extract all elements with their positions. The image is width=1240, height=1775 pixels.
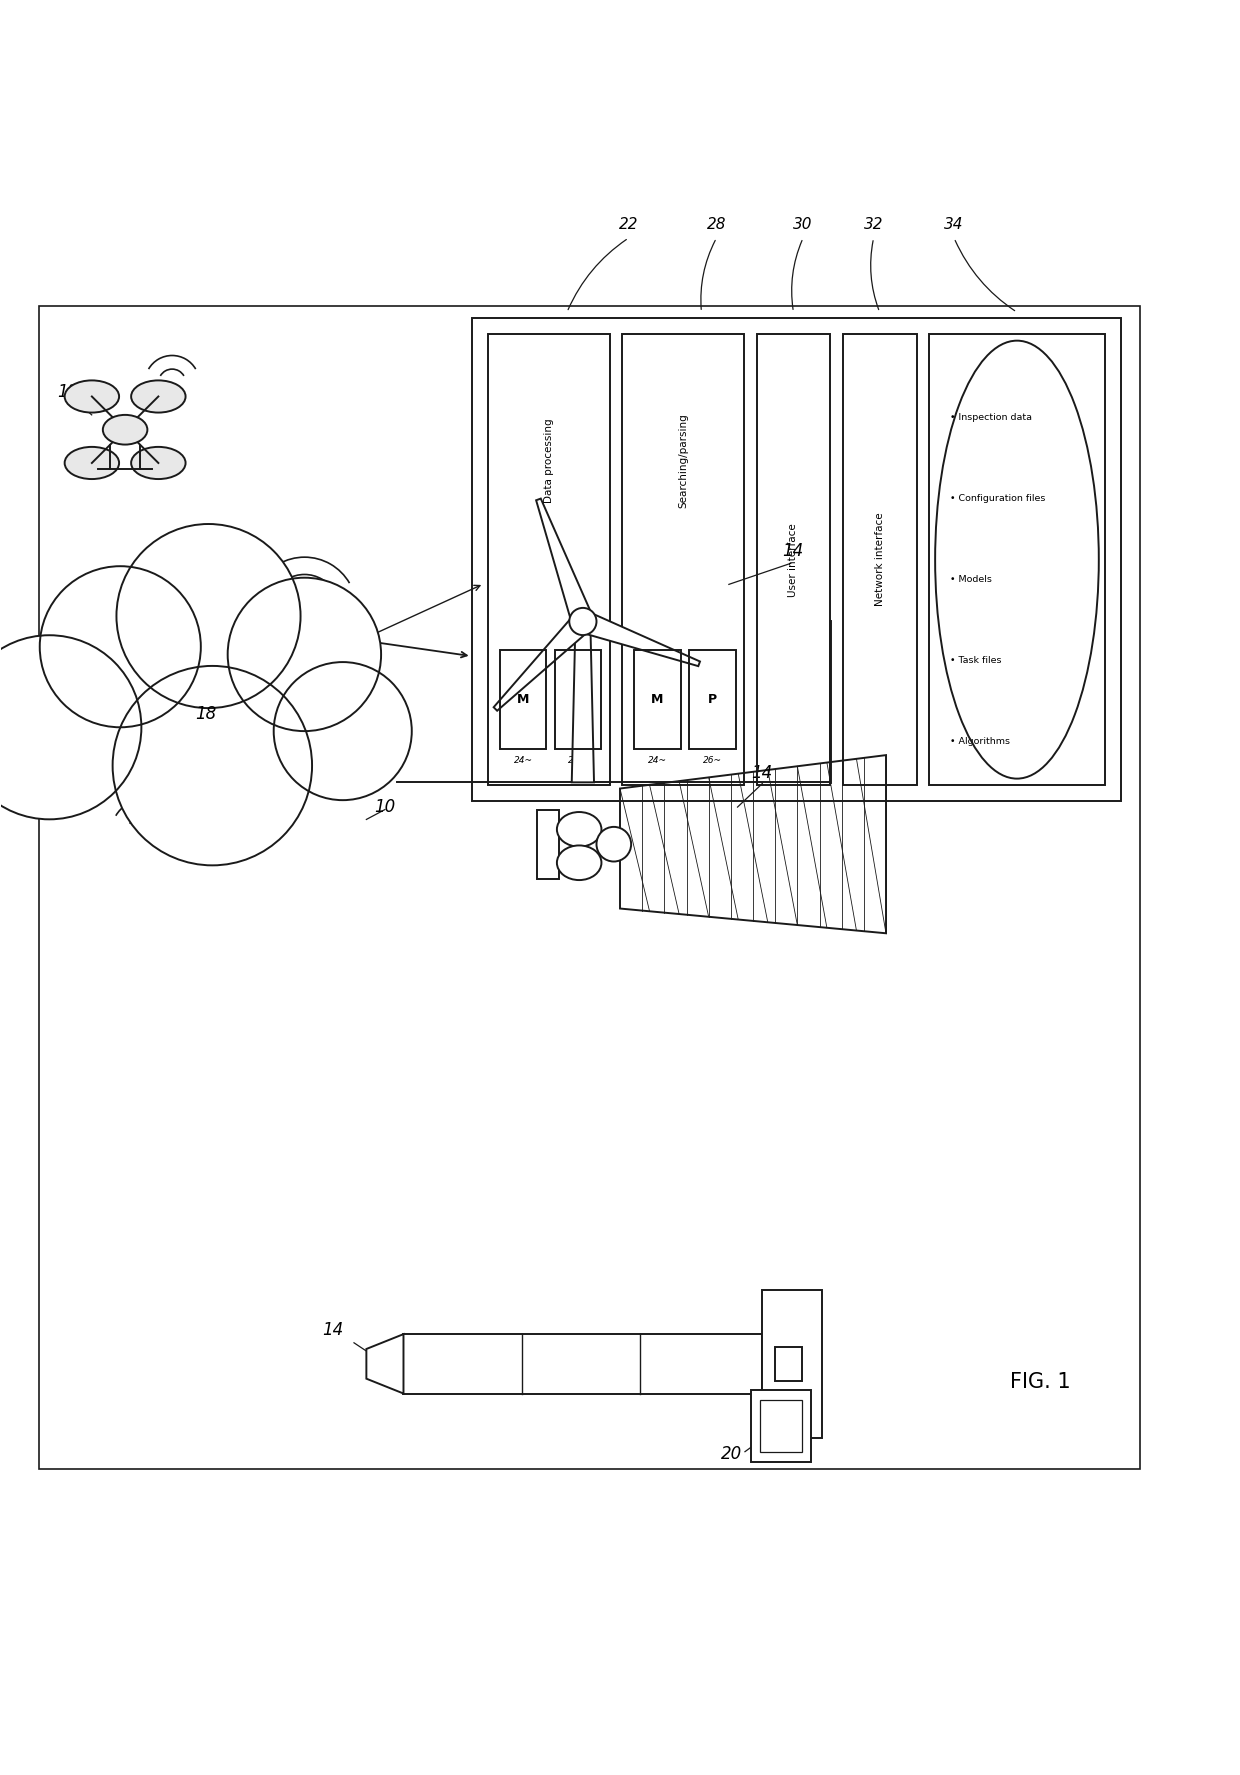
Text: M: M [651, 692, 663, 706]
Bar [622, 334, 744, 785]
Polygon shape [494, 614, 590, 710]
Bar [537, 809, 559, 879]
Text: 14: 14 [782, 541, 804, 559]
Circle shape [113, 666, 312, 866]
Text: 34: 34 [945, 217, 963, 233]
Ellipse shape [131, 380, 186, 412]
Bar [843, 334, 916, 785]
Bar [760, 1400, 802, 1452]
Text: User interface: User interface [789, 524, 799, 596]
Text: 20: 20 [720, 1445, 742, 1463]
Text: • Task files: • Task files [950, 657, 1002, 666]
Bar [471, 318, 1121, 801]
Text: 26~: 26~ [703, 756, 722, 765]
Text: 28: 28 [707, 217, 727, 233]
Circle shape [117, 524, 300, 708]
Polygon shape [366, 1335, 403, 1393]
Circle shape [40, 566, 201, 728]
Text: P: P [573, 692, 583, 706]
Text: 24~: 24~ [649, 756, 667, 765]
Text: FIG. 1: FIG. 1 [1011, 1372, 1071, 1392]
Text: Searching/parsing: Searching/parsing [678, 414, 688, 508]
Polygon shape [536, 499, 594, 625]
Ellipse shape [557, 811, 601, 847]
Text: • Inspection data: • Inspection data [950, 414, 1032, 422]
Ellipse shape [103, 415, 148, 444]
Ellipse shape [557, 845, 601, 880]
Bar [500, 650, 547, 749]
Text: P: P [708, 692, 717, 706]
Text: • Models: • Models [950, 575, 992, 584]
Circle shape [274, 662, 412, 801]
Bar [38, 305, 1140, 1470]
Circle shape [228, 577, 381, 731]
Text: 14: 14 [751, 765, 773, 783]
Text: 30: 30 [794, 217, 813, 233]
Bar [929, 334, 1105, 785]
Ellipse shape [64, 380, 119, 412]
Text: 14: 14 [322, 1321, 343, 1338]
Bar [751, 1390, 811, 1461]
Text: 22: 22 [619, 217, 639, 233]
Ellipse shape [131, 447, 186, 479]
Text: 32: 32 [864, 217, 883, 233]
Ellipse shape [596, 827, 631, 861]
Polygon shape [579, 611, 701, 666]
Bar [689, 650, 735, 749]
Text: 26~: 26~ [568, 756, 588, 765]
Polygon shape [572, 621, 594, 783]
Text: M: M [517, 692, 529, 706]
Ellipse shape [64, 447, 119, 479]
Bar [756, 334, 831, 785]
Ellipse shape [569, 607, 596, 635]
Bar [763, 1290, 822, 1438]
Text: 24~: 24~ [513, 756, 532, 765]
Text: 12: 12 [57, 383, 79, 401]
Bar [554, 650, 601, 749]
Circle shape [0, 635, 141, 820]
Bar [775, 1347, 802, 1381]
Text: 10: 10 [374, 799, 396, 816]
Text: Data processing: Data processing [543, 419, 554, 502]
Text: • Configuration files: • Configuration files [950, 493, 1045, 502]
Bar [403, 1335, 763, 1393]
Bar [487, 334, 610, 785]
Text: 16: 16 [244, 667, 265, 687]
Text: • Algorithms: • Algorithms [950, 737, 1009, 746]
Text: Network interface: Network interface [874, 513, 884, 607]
Text: 18: 18 [195, 705, 216, 722]
Bar [635, 650, 681, 749]
